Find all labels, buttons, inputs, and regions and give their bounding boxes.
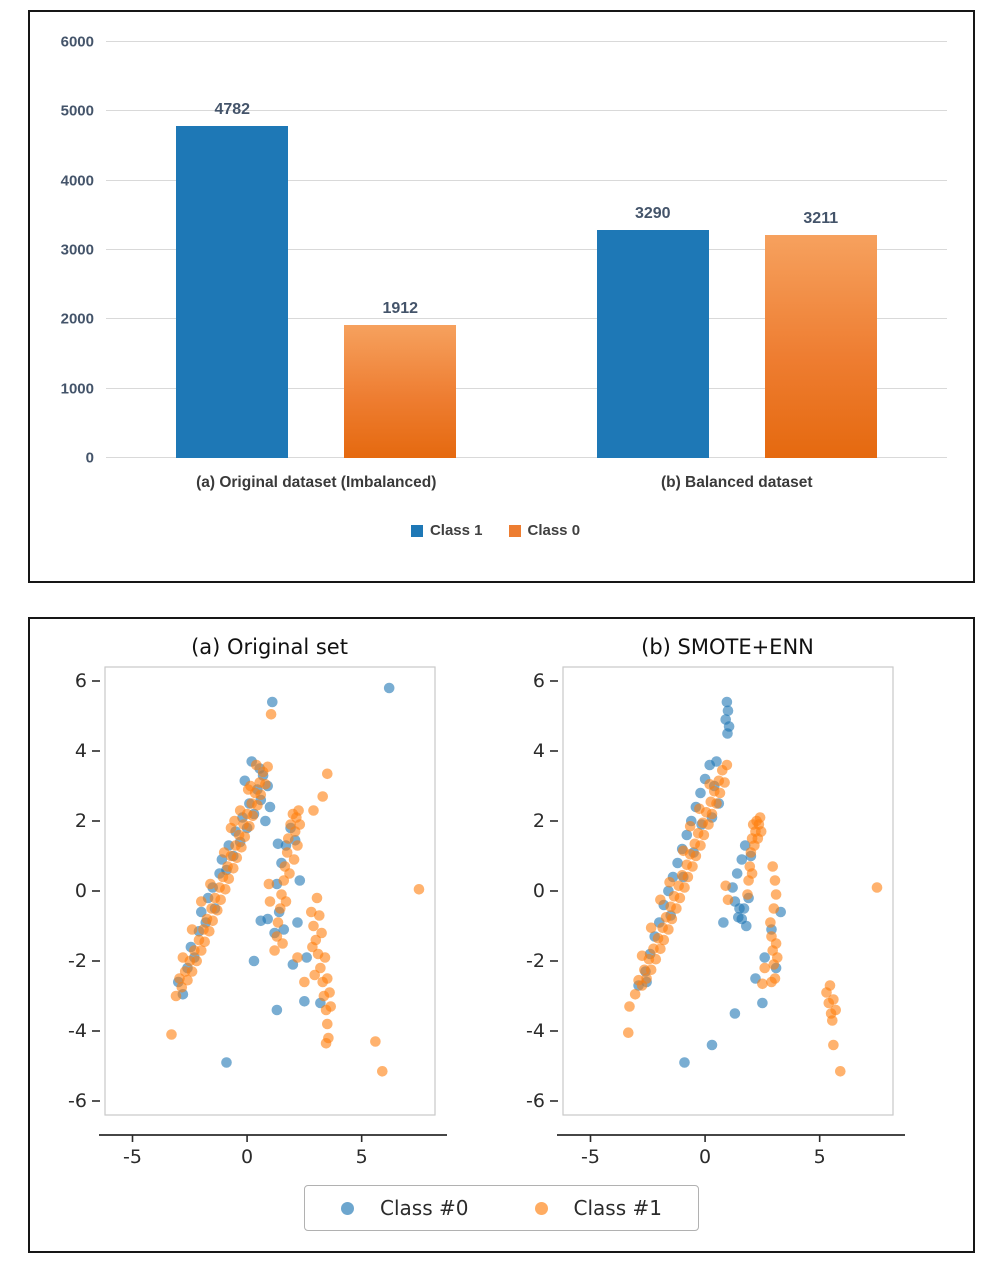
bar-ytick-label: 3000 [60,241,94,259]
scatter-canvas-original: -6 -4 -2 0 2 4 6 -5 0 5 [68,666,447,1168]
scatter-subplot-smote-enn: (b) SMOTE+ENN -6 -4 -2 0 2 4 6 -5 0 5 [511,635,951,1173]
gridline [106,41,947,42]
scatter-panel: (a) Original set -6 -4 -2 0 2 4 6 -5 0 5 (b) SMOT… [28,617,975,1253]
bar-ytick-label: 2000 [60,310,94,328]
legend-label-class1: Class 1 [429,522,483,539]
bar-ytick-label: 6000 [60,33,94,51]
bar-class0-balanced: 3211 [764,42,877,458]
svg-text:5: 5 [813,1146,825,1168]
bar-groups: 4782 1912 3290 [106,42,947,458]
svg-text:6: 6 [74,670,86,692]
svg-text:-6: -6 [526,1090,545,1112]
bar-value-label: 4782 [214,101,251,119]
gridline [106,387,947,389]
gridline [106,110,947,112]
scatter-subplot-original: (a) Original set -6 -4 -2 0 2 4 6 -5 0 5 [53,635,493,1173]
bar-plot-area: 4782 1912 3290 [106,41,947,458]
category-label-balanced: (b) Balanced dataset [660,474,813,491]
scatter-legend-item-class1: Class #1 [534,1196,662,1220]
gridline [106,249,947,250]
svg-text:0: 0 [74,880,86,902]
svg-text:-6: -6 [68,1090,87,1112]
class1-swatch-icon [410,524,423,537]
bar-group-original: 4782 1912 [106,42,527,458]
bar-ytick-label: 4000 [60,172,94,190]
bar-rect-class1 [176,126,289,458]
gridline [106,457,947,458]
category-label-original: (a) Original dataset (Imbalanced) [196,474,437,491]
svg-text:2: 2 [74,810,86,832]
svg-text:5: 5 [355,1146,367,1168]
bar-ytick-label: 5000 [60,102,94,120]
gridline [106,318,947,320]
bar-value-label: 1912 [382,300,419,318]
legend-item-class1: Class 1 [410,522,483,539]
svg-text:2: 2 [532,810,544,832]
svg-text:-4: -4 [526,1020,545,1042]
svg-text:0: 0 [532,880,544,902]
bar-class0-original: 1912 [344,42,457,458]
bar-rect-class0 [764,235,877,458]
svg-text:4: 4 [532,740,544,762]
bar-category-row: (a) Original dataset (Imbalanced) (b) Ba… [106,474,947,492]
bar-chart-panel: 0 1000 2000 3000 4000 5000 6000 4782 1912 [28,10,975,583]
class0-dot-icon [341,1201,355,1215]
bar-value-label: 3290 [634,204,671,222]
bar-group-balanced: 3290 3211 [527,42,948,458]
bar-class1-original: 4782 [176,42,289,458]
svg-text:-5: -5 [581,1146,600,1168]
bar-plot-row: 0 1000 2000 3000 4000 5000 6000 4782 1912 [44,34,947,467]
class1-dot-icon [534,1201,548,1215]
svg-text:0: 0 [699,1146,711,1168]
svg-text:-4: -4 [68,1020,87,1042]
scatter-legend-item-class0: Class #0 [341,1196,469,1220]
bar-y-axis: 0 1000 2000 3000 4000 5000 6000 [44,34,106,467]
bar-rect-class1 [596,229,709,458]
svg-text:-2: -2 [68,950,87,972]
bar-ytick-label: 0 [85,449,94,467]
scatter-legend: Class #0 Class #1 [304,1185,699,1231]
svg-text:6: 6 [532,670,544,692]
scatter-legend-label-class1: Class #1 [573,1196,662,1220]
bar-legend: Class 1 Class 0 [44,522,947,539]
scatter-canvas-smote-enn: -6 -4 -2 0 2 4 6 -5 0 5 [526,666,905,1168]
scatter-subplots-row: (a) Original set -6 -4 -2 0 2 4 6 -5 0 5 (b) SMOT… [36,635,967,1173]
svg-text:-5: -5 [123,1146,142,1168]
gridline [106,179,947,181]
legend-item-class0: Class 0 [508,522,581,539]
svg-text:4: 4 [74,740,86,762]
legend-label-class0: Class 0 [527,522,581,539]
svg-text:0: 0 [241,1146,253,1168]
svg-text:-2: -2 [526,950,545,972]
scatter-legend-label-class0: Class #0 [380,1196,469,1220]
bar-class1-balanced: 3290 [596,42,709,458]
scatter-title-smote-enn: (b) SMOTE+ENN [641,635,814,659]
bar-chart: 0 1000 2000 3000 4000 5000 6000 4782 1912 [44,34,947,573]
class0-swatch-icon [508,524,521,537]
bar-rect-class0 [344,325,457,458]
bar-ytick-label: 1000 [60,380,94,398]
bar-value-label: 3211 [803,210,839,228]
scatter-title-original: (a) Original set [191,635,348,659]
